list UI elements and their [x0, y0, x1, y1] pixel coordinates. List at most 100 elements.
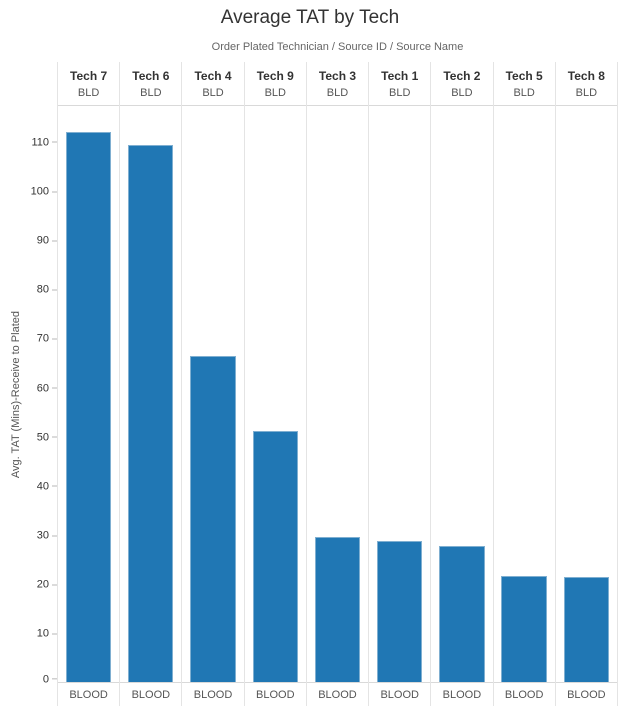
y-tick-mark	[52, 289, 57, 291]
y-tick-label: 100	[30, 185, 49, 198]
y-tick-mark	[52, 191, 57, 193]
y-tick: 10	[37, 627, 57, 640]
bar[interactable]	[128, 144, 174, 682]
column-header[interactable]: Tech 5 BLD	[493, 62, 555, 106]
tech-label: Tech 6	[132, 69, 170, 83]
y-tick: 90	[37, 234, 57, 247]
tech-label: Tech 9	[256, 69, 294, 83]
y-tick-label: 30	[36, 529, 49, 542]
tech-label: Tech 4	[194, 69, 232, 83]
y-tick-label: 110	[31, 136, 49, 149]
bar[interactable]	[563, 577, 609, 682]
source-name-label[interactable]: BLOOD	[442, 688, 482, 701]
tech-label: Tech 1	[381, 69, 419, 83]
y-tick: 20	[37, 578, 57, 591]
bar[interactable]	[439, 545, 485, 682]
y-tick: 50	[37, 431, 57, 444]
y-tick: 110	[31, 136, 57, 149]
y-tick-mark	[52, 240, 57, 242]
bar[interactable]	[190, 355, 236, 682]
y-tick: 0	[43, 672, 57, 685]
y-tick-label: 80	[36, 283, 49, 296]
y-tick-mark	[52, 678, 57, 680]
y-tick-mark	[52, 584, 57, 586]
bar[interactable]	[377, 540, 423, 682]
plot-pane	[555, 106, 617, 683]
y-tick-mark	[52, 535, 57, 537]
source-id-label: BLD	[389, 87, 411, 99]
plot-pane	[58, 106, 120, 683]
source-name-label[interactable]: BLOOD	[256, 688, 295, 701]
y-tick-label: 20	[36, 578, 49, 591]
y-tick-label: 40	[36, 480, 49, 493]
column: Tech 5 BLD BLOOD	[492, 62, 555, 706]
source-id-label: BLD	[451, 87, 473, 99]
tech-label: Tech 3	[318, 69, 357, 83]
column-header[interactable]: Tech 3 BLD	[306, 62, 369, 106]
source-id-label: BLD	[140, 87, 162, 99]
chart-grid: Tech 7 BLD BLOOD Tech 6 BLD BLOOD Tech 4 BLD BLO…	[57, 62, 618, 706]
y-tick-mark	[52, 141, 57, 143]
column-header[interactable]: Tech 7 BLD	[58, 62, 120, 106]
column-header[interactable]: Tech 9 BLD	[244, 62, 306, 106]
page-title: Average TAT by Tech	[220, 7, 400, 28]
column-header[interactable]: Tech 6 BLD	[120, 62, 182, 106]
column-header[interactable]: Tech 8 BLD	[555, 62, 617, 106]
y-tick-label: 0	[42, 672, 49, 685]
source-id-label: BLD	[77, 87, 100, 99]
column: Tech 6 BLD BLOOD	[119, 62, 182, 706]
y-tick-label: 90	[36, 234, 49, 247]
column: Tech 7 BLD BLOOD	[57, 62, 120, 706]
column: Tech 3 BLD BLOOD	[305, 62, 369, 706]
y-tick: 40	[37, 480, 57, 493]
bar[interactable]	[252, 430, 298, 682]
source-name-label[interactable]: BLOOD	[567, 688, 606, 701]
source-name-label[interactable]: BLOOD	[318, 688, 357, 701]
y-axis-ticks: 0 10 20 30 40 50 60 70 80 90 100 110	[0, 106, 57, 685]
y-tick-mark	[52, 387, 57, 389]
plot-pane	[369, 106, 431, 683]
y-tick-mark	[52, 338, 57, 340]
source-name-label[interactable]: BLOOD	[504, 688, 544, 701]
y-tick: 60	[37, 382, 57, 395]
bar[interactable]	[65, 131, 112, 682]
column: Tech 1 BLD BLOOD	[368, 62, 431, 706]
column: Tech 8 BLD BLOOD	[554, 62, 618, 706]
y-tick-mark	[52, 436, 57, 438]
source-id-label: BLD	[513, 87, 535, 99]
y-tick-label: 50	[36, 431, 49, 444]
column-header[interactable]: Tech 4 BLD	[182, 62, 244, 106]
bar[interactable]	[314, 536, 361, 682]
column-header[interactable]: Tech 2 BLD	[431, 62, 493, 106]
y-tick: 80	[37, 283, 57, 296]
tech-label: Tech 8	[567, 69, 605, 83]
y-tick-mark	[52, 633, 57, 635]
plot-pane	[182, 106, 244, 683]
plot-pane	[244, 106, 306, 683]
plot-pane	[120, 106, 182, 683]
column: Tech 9 BLD BLOOD	[243, 62, 306, 706]
tech-label: Tech 2	[443, 69, 481, 83]
source-id-label: BLD	[326, 87, 349, 99]
column: Tech 2 BLD BLOOD	[430, 62, 493, 706]
y-tick: 70	[37, 332, 57, 345]
source-id-label: BLD	[202, 87, 224, 99]
source-id-label: BLD	[575, 87, 598, 99]
y-tick-mark	[52, 485, 57, 487]
y-tick: 100	[31, 185, 57, 198]
column-fields-label: Order Plated Technician / Source ID / So…	[211, 41, 464, 53]
column-header[interactable]: Tech 1 BLD	[369, 62, 431, 106]
y-tick-label: 60	[36, 382, 49, 395]
source-name-label[interactable]: BLOOD	[380, 688, 419, 701]
y-tick: 30	[37, 529, 57, 542]
source-id-label: BLD	[264, 87, 286, 99]
plot-pane	[493, 106, 555, 683]
source-name-label[interactable]: BLOOD	[193, 688, 233, 701]
bar[interactable]	[501, 575, 547, 682]
y-tick-label: 70	[36, 332, 49, 345]
source-name-label[interactable]: BLOOD	[69, 688, 108, 701]
tech-label: Tech 7	[70, 69, 108, 83]
tech-label: Tech 5	[505, 69, 543, 83]
source-name-label[interactable]: BLOOD	[131, 688, 171, 701]
column: Tech 4 BLD BLOOD	[181, 62, 244, 706]
